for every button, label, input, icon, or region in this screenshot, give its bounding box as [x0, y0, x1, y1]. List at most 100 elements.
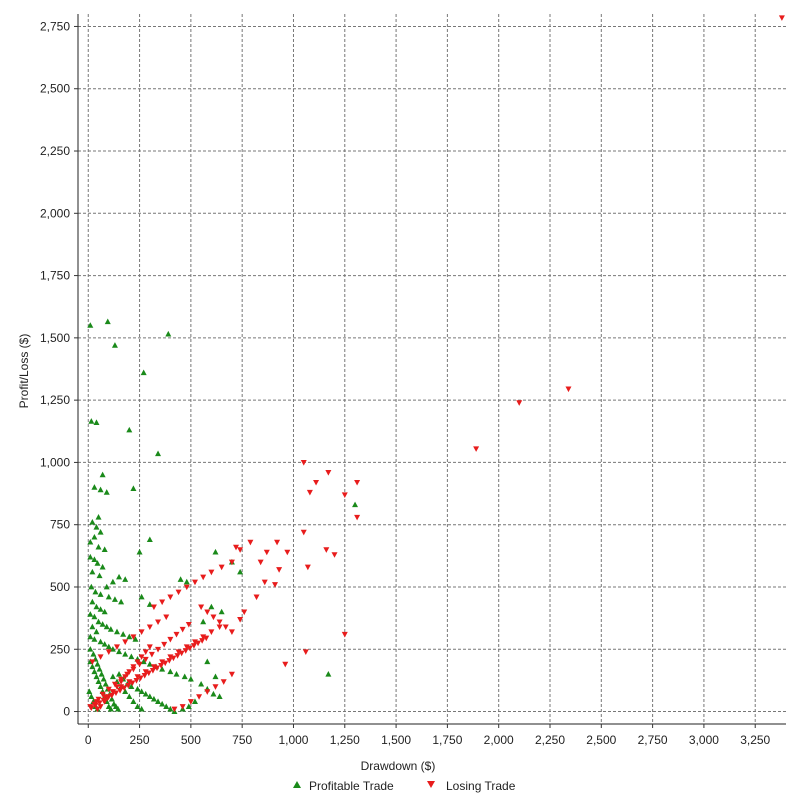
losing-trade-point [105, 686, 112, 693]
losing-trade-point [282, 661, 289, 668]
losing-trade-point [195, 640, 202, 647]
data-series [86, 15, 785, 714]
profitable-trade-point [113, 628, 120, 635]
losing-trade-point [89, 659, 96, 665]
profitable-trade-point [140, 658, 147, 665]
losing-trade-point [341, 631, 348, 638]
profitable-trade-point [86, 688, 93, 695]
losing-trade-point [203, 635, 210, 642]
profitable-trade-point [122, 688, 129, 695]
losing-trade-point [182, 648, 189, 654]
profitable-trade-point [126, 693, 133, 699]
losing-trade-point [187, 699, 194, 705]
profitable-trade-point [87, 322, 94, 328]
losing-trade-point [130, 666, 137, 673]
losing-trade-point [111, 681, 118, 688]
losing-trade-point [331, 552, 338, 558]
profitable-trade-point [126, 426, 133, 433]
profitable-trade-point [120, 631, 127, 637]
x-tick-label: 1,000 [278, 733, 308, 747]
losing-trade-point [199, 638, 206, 644]
profitable-trade-point [163, 703, 170, 709]
profitable-trade-point [105, 593, 112, 600]
profitable-trade-point [109, 646, 116, 652]
losing-trade-point [261, 579, 268, 586]
profitable-trade-point [102, 680, 109, 687]
profitable-trade-point [101, 608, 108, 615]
grid [78, 14, 786, 724]
losing-trade-point [313, 479, 320, 486]
losing-trade-point [149, 668, 156, 674]
profitable-trade-point [94, 560, 101, 566]
x-tick-label: 2,250 [535, 733, 565, 747]
profitable-trade-point [97, 683, 104, 690]
profitable-trade-point [237, 568, 244, 575]
profitable-trade-point [91, 636, 98, 642]
x-axis-ticks: 0 250 500 750 1,000 1,250 1,500 1,750 2,000 2,250… [85, 724, 771, 747]
profitable-trade-point [95, 618, 102, 625]
profitable-trade-point [167, 705, 174, 712]
y-tick-label: 750 [50, 518, 70, 532]
losing-trade-point [154, 665, 161, 672]
y-tick-label: 0 [63, 705, 70, 719]
profitable-trade-point [159, 700, 166, 707]
profitable-trade-point [146, 693, 153, 699]
profitable-trade-point [91, 484, 98, 490]
profitable-trade-point [95, 543, 102, 550]
profitable-trade-point [99, 621, 106, 627]
x-tick-label: 250 [130, 733, 150, 747]
x-tick-label: 3,250 [740, 733, 770, 747]
profitable-trade-point [212, 673, 219, 680]
profitable-trade-point [89, 568, 96, 575]
losing-trade-point [237, 616, 244, 623]
losing-trade-point [341, 492, 348, 499]
profitable-trade-point [155, 698, 162, 704]
y-tick-label: 500 [50, 580, 70, 594]
losing-trade-point [200, 574, 207, 581]
series-losing [87, 15, 785, 713]
profitable-trade-point [325, 670, 332, 677]
x-tick-label: 3,000 [689, 733, 719, 747]
profitable-trade-point [95, 678, 102, 685]
profitable-trade-point [208, 603, 215, 610]
y-axis-title: Profit/Loss ($) [17, 334, 31, 409]
losing-trade-point [179, 626, 186, 633]
x-tick-label: 1,750 [432, 733, 462, 747]
x-tick-label: 2,750 [638, 733, 668, 747]
losing-trade-point [100, 697, 107, 704]
profitable-trade-point [103, 623, 110, 630]
losing-trade-point [166, 658, 173, 664]
profitable-trade-point [146, 536, 153, 543]
losing-trade-point [208, 629, 215, 636]
y-tick-label: 1,500 [40, 331, 70, 345]
profitable-trade-point [88, 583, 95, 590]
losing-trade-point [276, 567, 283, 573]
losing-trade-point [125, 682, 132, 689]
losing-trade-point [300, 529, 307, 536]
profitable-trade-point [218, 608, 225, 615]
profitable-trade-point [115, 705, 122, 712]
profitable-trade-point [183, 578, 190, 585]
y-tick-label: 1,250 [40, 393, 70, 407]
losing-trade-point [204, 689, 211, 695]
losing-trade-point [565, 386, 572, 393]
y-tick-label: 2,500 [40, 82, 70, 96]
losing-trade-point [148, 651, 155, 658]
losing-trade-point [306, 489, 313, 496]
losing-trade-point [175, 589, 182, 596]
x-tick-label: 750 [232, 733, 252, 747]
x-tick-label: 1,500 [381, 733, 411, 747]
profitable-trade-point [122, 576, 129, 582]
profitable-trade-point [105, 643, 112, 650]
losing-trade-point [208, 569, 215, 576]
profitable-trade-point [204, 658, 211, 665]
profitable-trade-point [212, 548, 219, 555]
losing-trade-point [216, 619, 223, 626]
profitable-trade-point [88, 418, 95, 424]
profitable-trade-point [97, 591, 104, 597]
profitable-trade-point [159, 665, 166, 672]
losing-trade-point [237, 547, 244, 553]
y-tick-label: 1,750 [40, 269, 70, 283]
profitable-trade-point [118, 598, 125, 605]
losing-trade-point [104, 695, 111, 702]
